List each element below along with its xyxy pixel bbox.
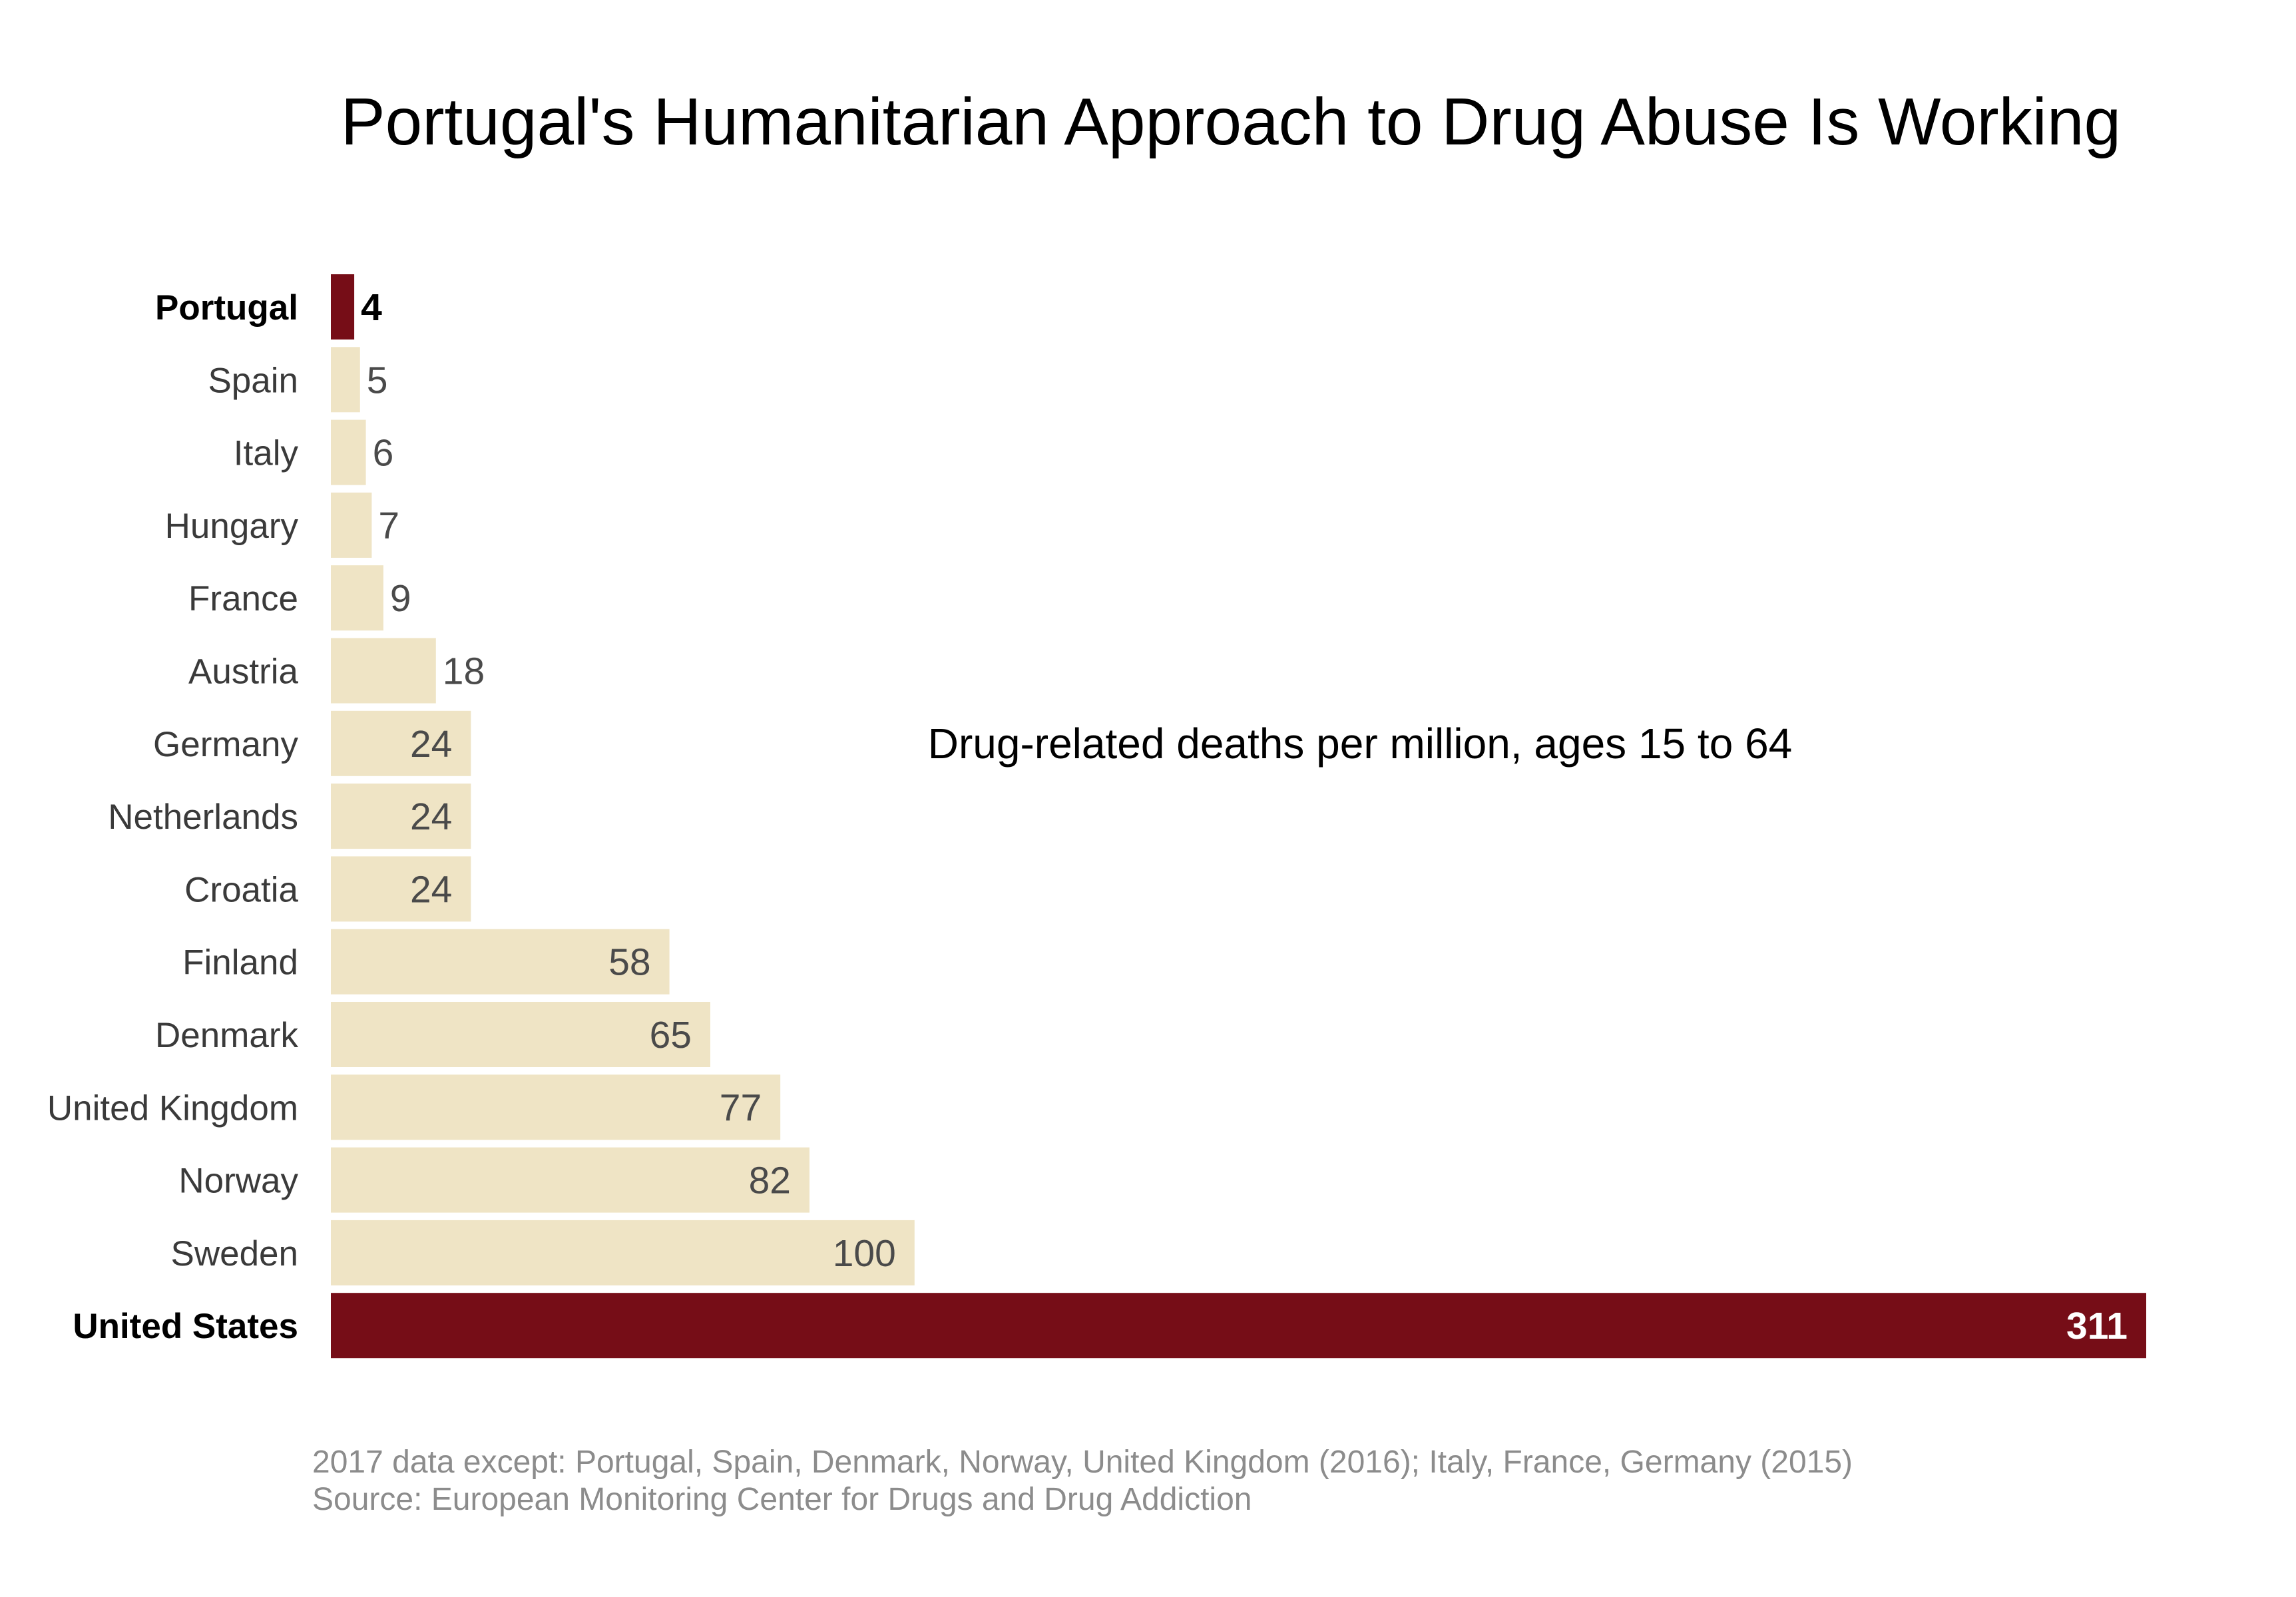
category-label-spain: Spain [208, 361, 298, 400]
category-label-united-kingdom: United Kingdom [47, 1088, 298, 1128]
category-label-hungary: Hungary [165, 507, 299, 546]
bar-hungary [331, 492, 372, 558]
category-label-sweden: Sweden [170, 1234, 298, 1273]
bar-united-states [331, 1293, 2146, 1359]
category-label-united-states: United States [73, 1307, 298, 1346]
bar-italy [331, 419, 366, 485]
bar-united-kingdom [331, 1074, 781, 1140]
category-label-portugal: Portugal [155, 288, 298, 328]
data-note: 2017 data except: Portugal, Spain, Denma… [312, 1445, 1853, 1480]
category-label-france: France [188, 579, 298, 618]
value-label-spain: 5 [367, 359, 388, 401]
value-label-sweden: 100 [833, 1232, 896, 1275]
value-label-italy: 6 [373, 432, 394, 475]
category-label-norway: Norway [178, 1162, 298, 1201]
value-label-croatia: 24 [410, 868, 452, 911]
bar-austria [331, 638, 436, 704]
category-label-denmark: Denmark [155, 1016, 299, 1055]
category-label-finland: Finland [182, 943, 298, 983]
category-label-germany: Germany [153, 725, 298, 764]
value-label-hungary: 7 [378, 505, 399, 547]
value-label-denmark: 65 [650, 1014, 692, 1056]
value-label-austria: 18 [443, 650, 485, 693]
bar-portugal [331, 274, 355, 340]
value-label-norway: 82 [749, 1160, 791, 1202]
value-label-united-kingdom: 77 [720, 1086, 762, 1129]
bar-denmark [331, 1002, 710, 1067]
value-label-united-states: 311 [2066, 1305, 2128, 1347]
chart-subtitle: Drug-related deaths per million, ages 15… [928, 720, 1793, 768]
chart-title: Portugal's Humanitarian Approach to Drug… [341, 85, 2121, 159]
value-label-finland: 58 [608, 941, 650, 984]
source-note: Source: European Monitoring Center for D… [312, 1482, 1252, 1517]
bar-croatia [331, 856, 471, 922]
value-label-netherlands: 24 [410, 796, 452, 838]
category-label-netherlands: Netherlands [108, 798, 298, 837]
category-label-italy: Italy [234, 434, 299, 473]
value-label-germany: 24 [410, 723, 452, 766]
category-label-croatia: Croatia [184, 870, 298, 909]
bar-sweden [331, 1220, 915, 1285]
bar-france [331, 565, 383, 631]
bar-norway [331, 1147, 809, 1213]
bar-netherlands [331, 784, 471, 849]
bar-germany [331, 710, 471, 776]
bars-layer [331, 274, 2146, 1359]
category-label-austria: Austria [188, 652, 298, 692]
bar-spain [331, 347, 360, 413]
value-label-france: 9 [390, 577, 411, 620]
value-label-portugal: 4 [361, 286, 382, 329]
category-labels: Portugal Spain Italy Hungary France Austria Ge… [47, 288, 299, 1346]
bar-finland [331, 929, 670, 995]
